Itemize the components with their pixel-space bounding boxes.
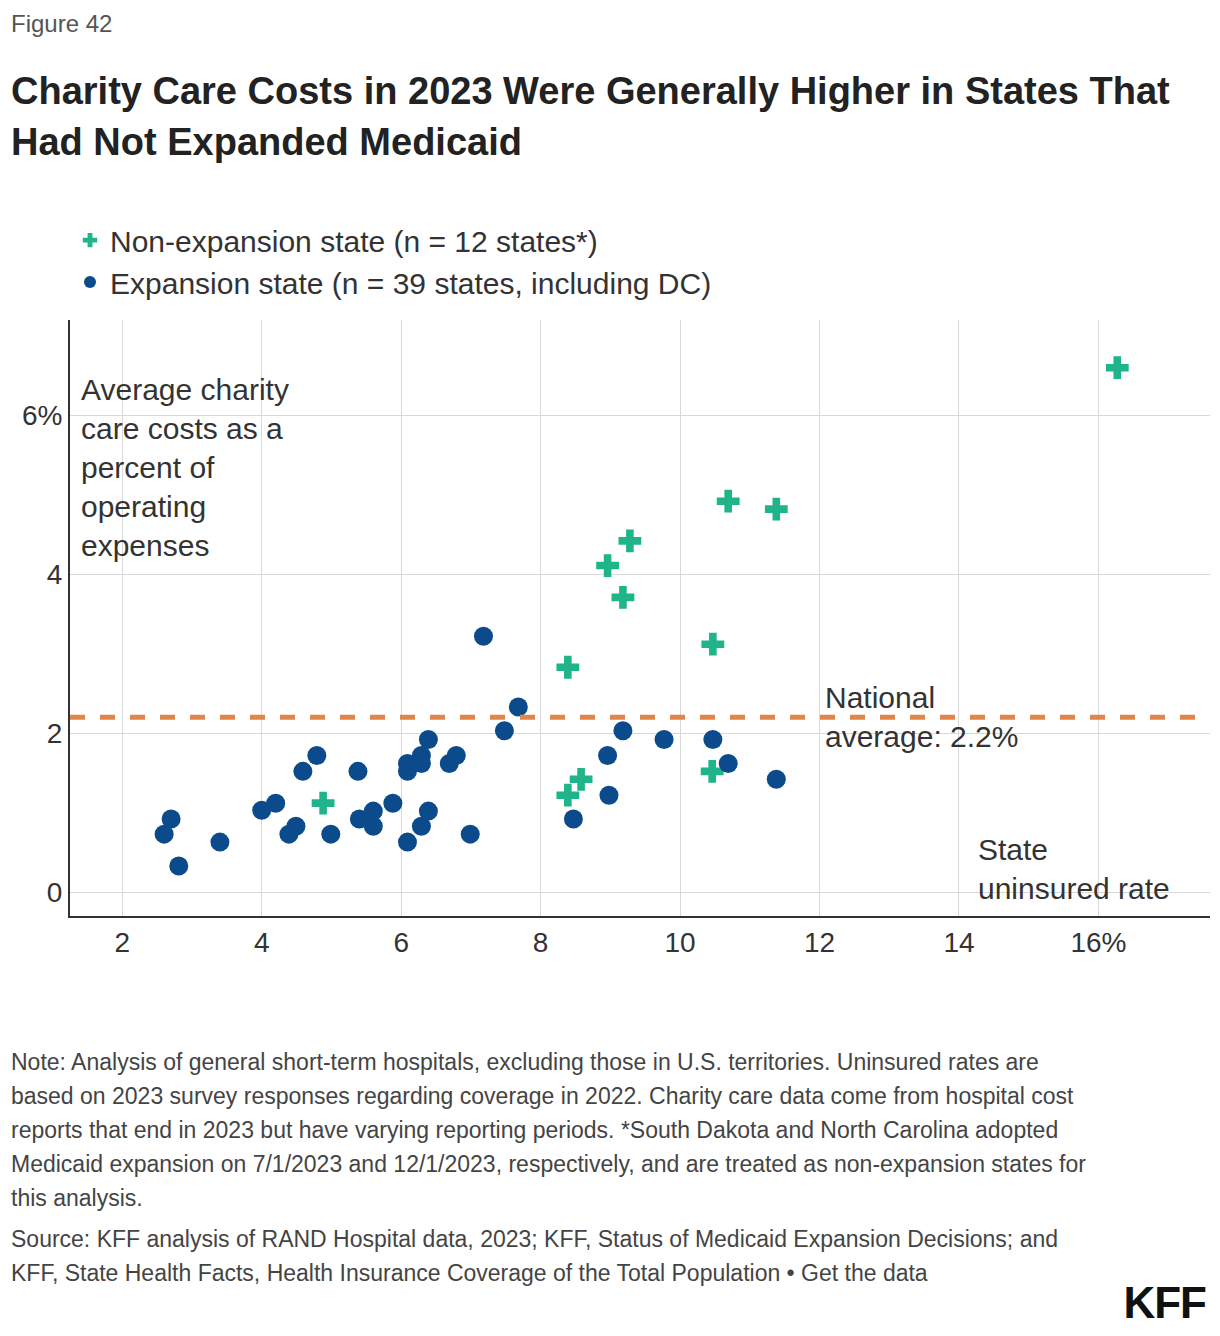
svg-text:Nationalaverage: 2.2%: Nationalaverage: 2.2% <box>825 681 1018 753</box>
svg-text:Stateuninsured rate: Stateuninsured rate <box>978 833 1170 905</box>
html-text:Charity Care Costs in 2023 Wer: Charity Care Costs in 2023 Were Generall… <box>11 70 1170 163</box>
svg-text:12: 12 <box>804 927 835 958</box>
svg-text:4: 4 <box>47 559 63 590</box>
svg-text:0: 0 <box>47 877 63 908</box>
svg-text:Non-expansion state (n = 12 st: Non-expansion state (n = 12 states*) <box>110 225 598 258</box>
svg-text:Average charitycare costs as a: Average charitycare costs as apercent of… <box>81 373 289 562</box>
html-text:KFF: KFF <box>1123 1278 1206 1327</box>
svg-text:10: 10 <box>665 927 696 958</box>
html-text:Figure 42: Figure 42 <box>11 10 113 37</box>
svg-text:2: 2 <box>115 927 131 958</box>
svg-text:16%: 16% <box>1070 927 1126 958</box>
html-text:Source: KFF analysis of RAND H: Source: KFF analysis of RAND Hospital da… <box>11 1226 1058 1286</box>
svg-text:6%: 6% <box>22 400 62 431</box>
svg-text:6: 6 <box>393 927 409 958</box>
svg-text:14: 14 <box>943 927 974 958</box>
svg-text:2: 2 <box>47 718 63 749</box>
svg-text:4: 4 <box>254 927 270 958</box>
html-text:Note: Analysis of general shor: Note: Analysis of general short-term hos… <box>11 1049 1086 1211</box>
svg-text:Expansion state (n = 39 states: Expansion state (n = 39 states, includin… <box>110 267 711 300</box>
svg-text:8: 8 <box>533 927 549 958</box>
